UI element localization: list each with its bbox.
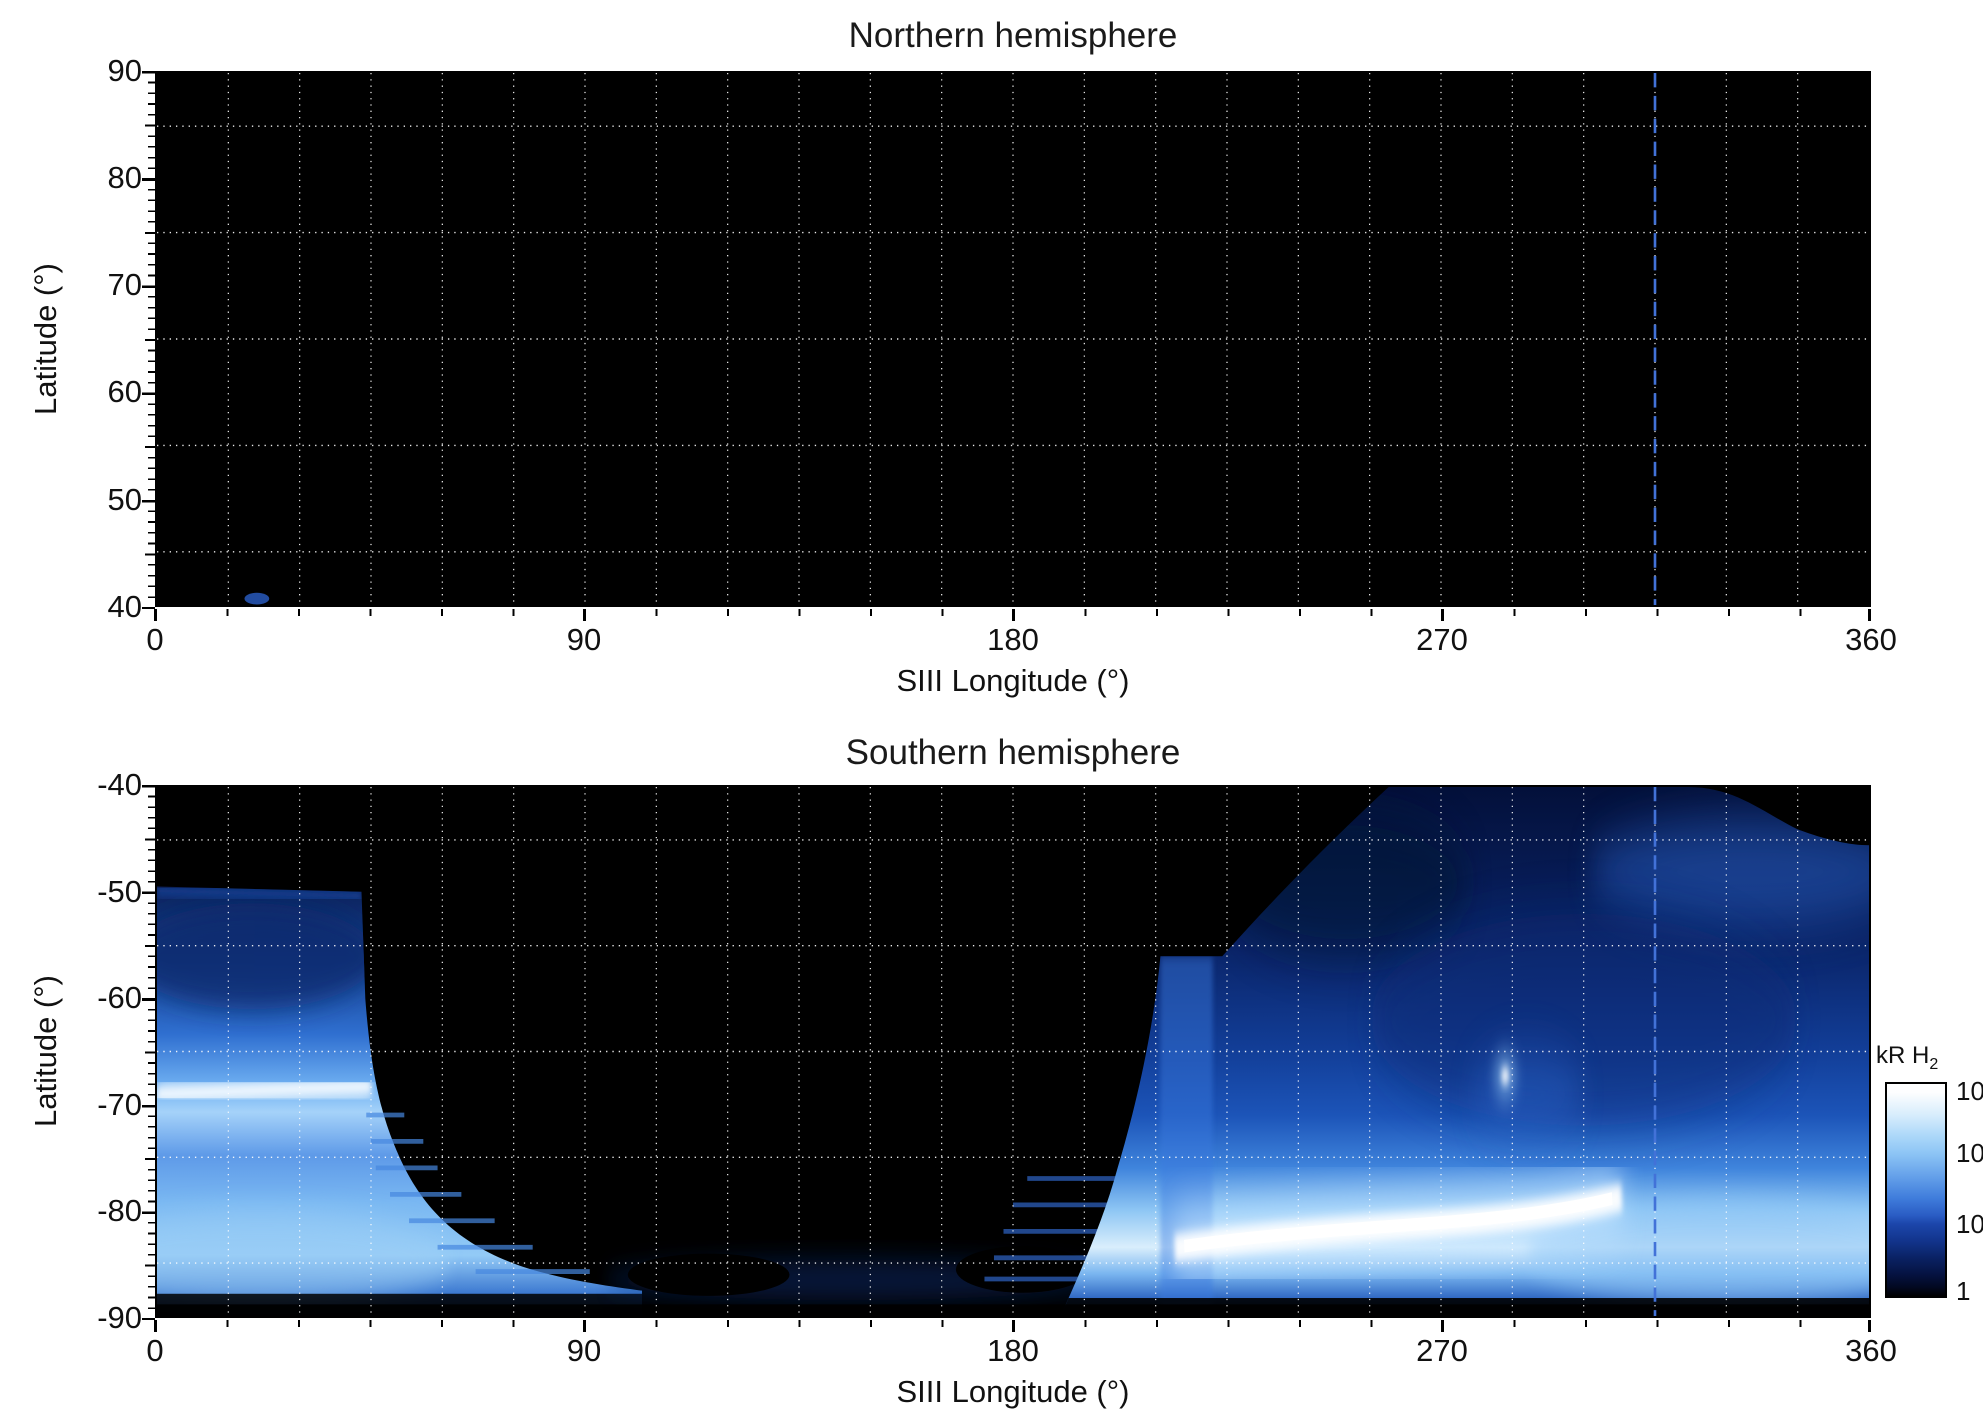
north-ytick-label: 50 [107, 482, 142, 517]
south-xtick-label: 90 [566, 1333, 602, 1368]
north-longitude-grid [227, 73, 1799, 605]
colorbar-tick-label: 1 [1956, 1276, 1971, 1306]
south-xtick-label: 180 [987, 1333, 1039, 1368]
south-ytick-label: -40 [97, 767, 142, 802]
north-xtick-label: 360 [1845, 622, 1897, 657]
south-x-major-tick [583, 1320, 586, 1332]
north-heatmap-svg [157, 73, 1869, 605]
north-x-major-tick [154, 609, 157, 621]
south-x-major-tick [154, 1320, 157, 1332]
north-x-major-tick [1012, 609, 1015, 621]
south-y-minor-ticks [148, 785, 155, 1320]
south-ytick-label: -60 [97, 980, 142, 1015]
colorbar-title-text: kR H [1876, 1042, 1930, 1069]
emission-edge-striations-left [366, 1112, 590, 1274]
south-ytick-label: -50 [97, 874, 142, 909]
south-x-axis-title: SIII Longitude (°) [896, 1374, 1130, 1409]
south-y-axis-title: Latitude (°) [28, 975, 63, 1127]
south-heatmap-svg [157, 787, 1869, 1316]
colorbar-tick-label: 10 [1956, 1209, 1983, 1239]
south-ytick-label: -70 [97, 1087, 142, 1122]
south-xtick-label: 0 [146, 1333, 164, 1368]
south-pole-black-strip [157, 1304, 1869, 1316]
north-xtick-label: 0 [146, 622, 164, 657]
colorbar-title-subscript: 2 [1929, 1055, 1939, 1073]
south-ytick-label: -80 [97, 1193, 142, 1228]
north-latitude-grid [157, 125, 1869, 553]
south-xtick-label: 270 [1416, 1333, 1468, 1368]
colorbar-tick-label: 1000 [1956, 1076, 1983, 1106]
north-x-major-tick [1441, 609, 1444, 621]
north-ytick-label: 80 [107, 160, 142, 195]
north-xtick-label: 180 [987, 622, 1039, 657]
north-plot [155, 71, 1871, 607]
north-x-major-tick [1868, 609, 1871, 621]
south-x-major-tick [1868, 1320, 1871, 1332]
colorbar-gradient [1885, 1082, 1947, 1298]
south-latitude-grid [157, 839, 1869, 1264]
north-faint-emission-patch [244, 592, 270, 605]
north-ytick-label: 70 [107, 267, 142, 302]
north-y-axis-title: Latitude (°) [28, 263, 63, 415]
south-longitude-grid [227, 787, 1799, 1316]
south-x-major-tick [1012, 1320, 1015, 1332]
south-x-major-tick [1441, 1320, 1444, 1332]
north-ytick-label: 40 [107, 589, 142, 624]
south-title: Southern hemisphere [845, 733, 1181, 772]
north-x-axis-title: SIII Longitude (°) [896, 663, 1130, 698]
south-plot [155, 785, 1871, 1318]
north-xtick-label: 270 [1416, 622, 1468, 657]
colorbar-title: kR H2 [1876, 1042, 1938, 1074]
south-ytick-label: -90 [97, 1300, 142, 1335]
central-gap-wisps [604, 1246, 1099, 1301]
colorbar-tick-label: 100 [1956, 1138, 1983, 1168]
north-ytick-label: 90 [107, 53, 142, 88]
north-xtick-label: 90 [566, 622, 602, 657]
north-title: Northern hemisphere [848, 16, 1178, 55]
north-x-major-tick [583, 609, 586, 621]
north-ytick-label: 60 [107, 374, 142, 409]
north-y-minor-ticks [148, 71, 155, 609]
south-xtick-label: 360 [1845, 1333, 1897, 1368]
